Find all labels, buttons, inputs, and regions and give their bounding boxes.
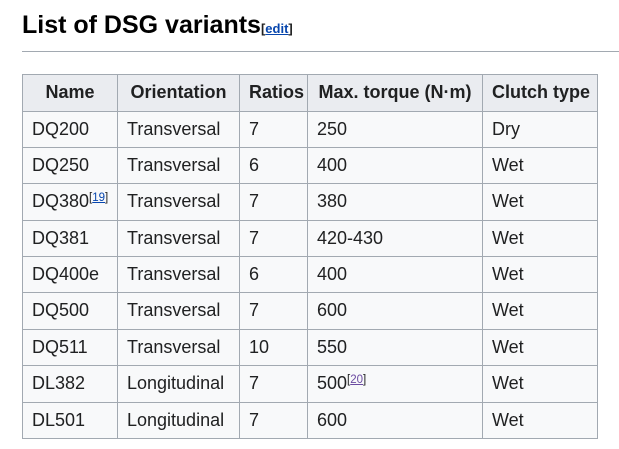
cell-ratios: 7 bbox=[239, 401, 308, 440]
edit-bracket-close: ] bbox=[288, 21, 293, 36]
cell-clutch: Wet bbox=[482, 365, 598, 403]
cell-ratios: 6 bbox=[239, 256, 308, 294]
section-heading-text: List of DSG variants bbox=[22, 11, 261, 39]
cell-name: DQ500 bbox=[22, 292, 118, 330]
cell-name: DQ380[19] bbox=[22, 183, 118, 221]
cell-orientation: Transversal bbox=[117, 219, 240, 258]
table-row: DQ380[19] Transversal 7 380 Wet bbox=[22, 183, 598, 221]
cell-orientation: Longitudinal bbox=[117, 365, 240, 403]
article-content: List of DSG variants[edit] Name Orientati… bbox=[22, 9, 619, 440]
cell-orientation: Transversal bbox=[117, 183, 240, 221]
cell-torque: 400 bbox=[307, 146, 483, 185]
column-header-torque: Max. torque (N·m) bbox=[307, 73, 483, 112]
cell-clutch: Wet bbox=[482, 328, 598, 367]
cell-torque: 250 bbox=[307, 110, 483, 148]
column-header-orientation: Orientation bbox=[117, 73, 240, 112]
cell-orientation: Transversal bbox=[117, 146, 240, 185]
ref-bracket-open: [ bbox=[347, 373, 351, 386]
ref-bracket-close: ] bbox=[105, 191, 109, 204]
cell-ratios: 7 bbox=[239, 183, 308, 221]
column-header-ratios: Ratios bbox=[239, 73, 308, 112]
table-row: DQ500 Transversal 7 600 Wet bbox=[22, 292, 598, 330]
table-row: DL382 Longitudinal 7 500[20] Wet bbox=[22, 365, 598, 403]
cell-name: DQ200 bbox=[22, 110, 118, 148]
cell-orientation: Longitudinal bbox=[117, 401, 240, 440]
cell-name: DQ400e bbox=[22, 256, 118, 294]
table-header-row: Name Orientation Ratios Max. torque (N·m) Cl… bbox=[22, 73, 598, 112]
reference-superscript: [20] bbox=[347, 374, 366, 386]
table-row: DQ250 Transversal 6 400 Wet bbox=[22, 146, 598, 185]
cell-clutch: Wet bbox=[482, 219, 598, 258]
cell-name: DQ381 bbox=[22, 219, 118, 258]
cell-clutch: Wet bbox=[482, 256, 598, 294]
cell-name: DQ250 bbox=[22, 146, 118, 185]
cell-ratios: 7 bbox=[239, 365, 308, 403]
cell-orientation: Transversal bbox=[117, 328, 240, 367]
ref-link[interactable]: 19 bbox=[92, 191, 106, 204]
cell-clutch: Wet bbox=[482, 401, 598, 440]
cell-torque: 400 bbox=[307, 256, 483, 294]
cell-ratios: 7 bbox=[239, 219, 308, 258]
cell-clutch: Dry bbox=[482, 110, 598, 148]
ref-link[interactable]: 20 bbox=[350, 373, 364, 386]
cell-clutch: Wet bbox=[482, 292, 598, 330]
table-row: DQ400e Transversal 6 400 Wet bbox=[22, 256, 598, 294]
cell-torque: 600 bbox=[307, 401, 483, 440]
cell-torque: 550 bbox=[307, 328, 483, 367]
cell-clutch: Wet bbox=[482, 146, 598, 185]
cell-ratios: 7 bbox=[239, 292, 308, 330]
cell-torque: 420-430 bbox=[307, 219, 483, 258]
cell-clutch: Wet bbox=[482, 183, 598, 221]
table-body: DQ200 Transversal 7 250 Dry DQ250 Transversal 6… bbox=[22, 110, 598, 440]
dsg-variants-table: Name Orientation Ratios Max. torque (N·m) Cl… bbox=[22, 73, 598, 440]
column-header-name: Name bbox=[22, 73, 118, 112]
cell-ratios: 10 bbox=[239, 328, 308, 367]
cell-orientation: Transversal bbox=[117, 292, 240, 330]
table-row: DL501 Longitudinal 7 600 Wet bbox=[22, 401, 598, 440]
cell-torque: 380 bbox=[307, 183, 483, 221]
cell-orientation: Transversal bbox=[117, 110, 240, 148]
cell-ratios: 7 bbox=[239, 110, 308, 148]
edit-bracket-open: [ bbox=[260, 21, 266, 36]
cell-name: DL501 bbox=[22, 401, 118, 440]
cell-name: DQ511 bbox=[22, 328, 118, 367]
table-row: DQ200 Transversal 7 250 Dry bbox=[22, 110, 598, 148]
table-row: DQ381 Transversal 7 420-430 Wet bbox=[22, 219, 598, 258]
table-row: DQ511 Transversal 10 550 Wet bbox=[22, 328, 598, 367]
ref-bracket-close: ] bbox=[363, 373, 367, 386]
cell-torque: 600 bbox=[307, 292, 483, 330]
edit-link[interactable]: edit bbox=[265, 21, 289, 36]
cell-torque: 500[20] bbox=[307, 365, 483, 403]
cell-orientation: Transversal bbox=[117, 256, 240, 294]
ref-bracket-open: [ bbox=[89, 191, 93, 204]
section-heading: List of DSG variants[edit] bbox=[22, 9, 619, 52]
edit-section: [edit] bbox=[261, 21, 293, 36]
cell-name: DL382 bbox=[22, 365, 118, 403]
cell-ratios: 6 bbox=[239, 146, 308, 185]
reference-superscript: [19] bbox=[89, 192, 108, 204]
column-header-clutch: Clutch type bbox=[482, 73, 598, 112]
